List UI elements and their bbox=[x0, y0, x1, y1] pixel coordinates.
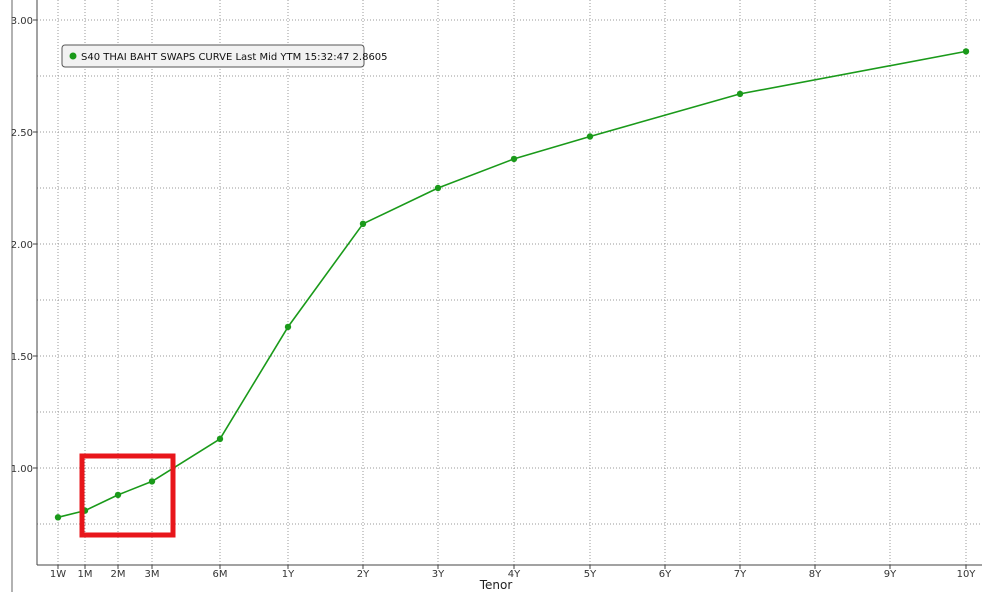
x-tick-label: 2M bbox=[111, 569, 126, 580]
y-axis-ticks: 1.00 1.50 2.00 2.50 3.00 bbox=[11, 16, 37, 475]
y-tick-label: 1.50 bbox=[11, 352, 33, 363]
y-tick-label: 3.00 bbox=[11, 16, 33, 27]
series-line bbox=[57, 50, 967, 519]
x-tick-label: 1M bbox=[78, 569, 93, 580]
y-tick-label: 2.00 bbox=[11, 240, 33, 251]
x-tick-label: 1W bbox=[50, 569, 66, 580]
x-tick-label: 2Y bbox=[357, 569, 370, 580]
legend-box bbox=[61, 44, 365, 68]
y-tick-label: 2.50 bbox=[11, 128, 33, 139]
x-tick-label: 1Y bbox=[282, 569, 295, 580]
data-point bbox=[284, 323, 292, 331]
x-tick-label: 5Y bbox=[584, 569, 597, 580]
x-axis-ticks: 1W 1M 2M 3M 6M 1Y 2Y 3Y 4Y 5Y 6Y 7Y 8Y 9Y 10Y bbox=[50, 565, 976, 580]
data-point bbox=[510, 155, 518, 163]
data-point bbox=[114, 491, 122, 499]
x-tick-label: 6Y bbox=[659, 569, 672, 580]
x-tick-label: 10Y bbox=[957, 569, 977, 580]
x-tick-label: 9Y bbox=[884, 569, 897, 580]
y-tick-label: 1.00 bbox=[11, 464, 33, 475]
x-axis-title: Tenor bbox=[479, 578, 513, 592]
axes bbox=[11, 0, 982, 592]
x-tick-label: 3M bbox=[145, 569, 160, 580]
data-point bbox=[434, 184, 442, 192]
x-tick-label: 7Y bbox=[734, 569, 747, 580]
legend-label: S40 THAI BAHT SWAPS CURVE Last Mid YTM 1… bbox=[81, 52, 388, 63]
data-point bbox=[148, 478, 156, 485]
data-point bbox=[359, 220, 367, 227]
data-point bbox=[54, 514, 62, 521]
data-point bbox=[736, 90, 744, 98]
legend: S40 THAI BAHT SWAPS CURVE Last Mid YTM 1… bbox=[61, 44, 388, 68]
x-tick-label: 8Y bbox=[809, 569, 822, 580]
legend-marker bbox=[69, 52, 77, 60]
x-tick-label: 6M bbox=[213, 569, 228, 580]
series-layer bbox=[54, 48, 970, 521]
grid bbox=[37, 0, 982, 565]
x-tick-label: 4Y bbox=[508, 569, 521, 580]
data-point bbox=[586, 133, 594, 140]
data-point bbox=[216, 435, 224, 443]
highlight-box bbox=[79, 453, 176, 538]
data-point bbox=[962, 48, 970, 55]
x-tick-label: 3Y bbox=[432, 569, 445, 580]
